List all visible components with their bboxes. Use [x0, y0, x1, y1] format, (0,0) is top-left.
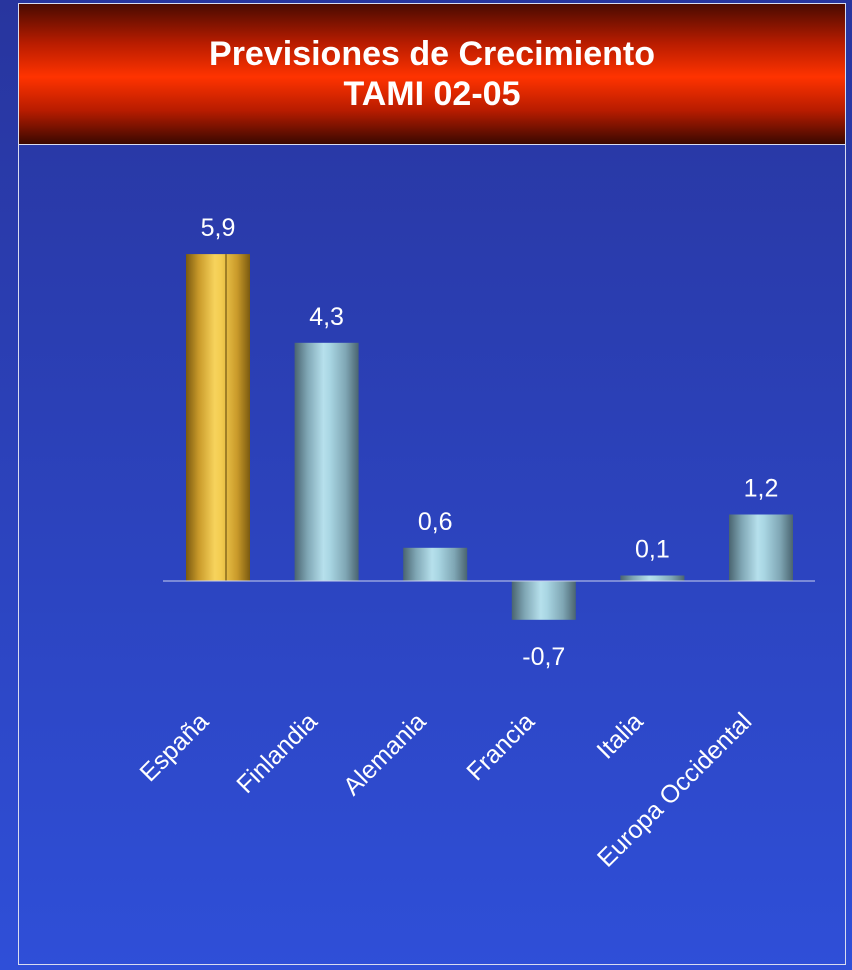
category-label-2: Alemania: [338, 707, 432, 801]
title-line-2: TAMI 02-05: [343, 75, 521, 113]
bar-1: [294, 342, 359, 581]
value-label-0: 5,9: [201, 214, 236, 242]
category-label-1: Finlandia: [231, 707, 323, 799]
slide-frame: [18, 3, 846, 965]
bar-0: [186, 254, 250, 581]
category-label-4: Italia: [591, 707, 648, 764]
bar-4: [620, 575, 685, 581]
category-label-0: España: [134, 707, 214, 787]
value-label-5: 1,2: [744, 475, 779, 503]
value-label-2: 0,6: [418, 508, 453, 536]
value-labels-group: 5,9 4,3 0,6 -0,7 0,1 1,2: [201, 214, 779, 671]
category-label-3: Francia: [461, 707, 540, 786]
title-line-1: Previsiones de Crecimiento: [209, 35, 655, 73]
value-label-4: 0,1: [635, 535, 670, 563]
value-label-1: 4,3: [309, 303, 344, 331]
title-banner: Previsiones de Crecimiento TAMI 02-05: [19, 4, 845, 145]
bars-group: [186, 254, 793, 620]
category-labels-group: España Finlandia Alemania Francia ItaliaEuro…: [134, 707, 757, 872]
bar-5: [729, 514, 793, 581]
chart-title: Previsiones de Crecimiento TAMI 02-05: [19, 34, 845, 114]
value-label-3: -0,7: [522, 643, 565, 671]
bar-2: [403, 547, 468, 581]
bar-3: [511, 581, 576, 620]
